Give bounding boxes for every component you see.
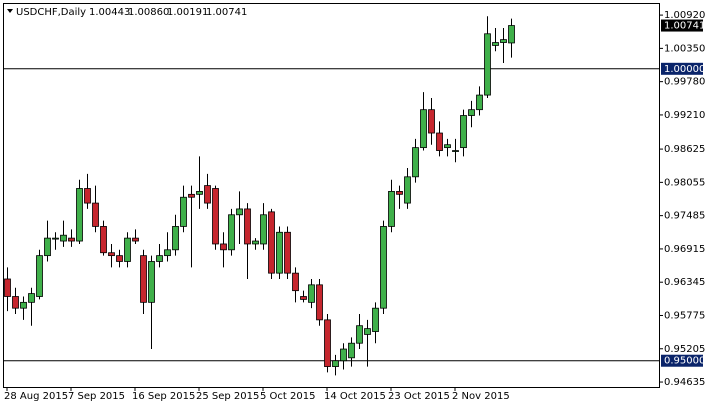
candle-body (356, 325, 363, 344)
candle-body (412, 147, 419, 178)
x-tick-label: 28 Aug 2015 (4, 391, 68, 402)
candle-body (132, 237, 139, 242)
x-tick-label: 5 Oct 2015 (260, 391, 315, 402)
hline-label: 0.95000 (664, 356, 705, 367)
candle-body (220, 243, 227, 251)
candle-body (188, 193, 195, 198)
candle-body (476, 94, 483, 111)
candle-body (300, 296, 307, 300)
x-tick-label: 16 Sep 2015 (132, 391, 195, 402)
candle-body (500, 39, 507, 43)
plot-frame (3, 3, 660, 388)
candle-body (396, 191, 403, 195)
candle-body (436, 132, 443, 151)
candle-body (172, 226, 179, 251)
candle-body (332, 360, 339, 367)
candle-body (260, 214, 267, 245)
candle-body (308, 284, 315, 303)
candle-body (452, 150, 459, 152)
candle-body (468, 109, 475, 116)
y-tick-label: 0.98625 (664, 144, 705, 155)
y-tick-label: 0.97485 (664, 211, 705, 222)
candle-body (100, 226, 107, 254)
candle-body (236, 208, 243, 216)
candle-body (60, 234, 67, 242)
candle-body (140, 255, 147, 303)
price-label-box (661, 62, 703, 75)
candle-body (44, 237, 51, 257)
candle-body (420, 109, 427, 149)
y-tick-label: 0.94635 (664, 377, 705, 388)
candle-body (444, 144, 451, 149)
candle-body (20, 301, 27, 309)
candle-body (108, 252, 115, 257)
candle-body (364, 328, 371, 335)
dropdown-arrow (7, 9, 13, 13)
candle-body (492, 42, 499, 46)
y-tick-label: 0.95205 (664, 344, 705, 355)
current-price-box (661, 19, 703, 32)
symbol-label: USDCHF,Daily (16, 7, 86, 18)
candle-body (268, 211, 275, 274)
candle-body (292, 272, 299, 292)
candle-body (324, 319, 331, 367)
candle-body (156, 255, 163, 262)
hline-label: 1.00000 (664, 64, 705, 75)
candle-body (484, 33, 491, 96)
x-tick-label: 7 Sep 2015 (68, 391, 125, 402)
candle-body (52, 237, 59, 240)
candle-body (28, 293, 35, 303)
y-tick-label: 0.99210 (664, 110, 705, 121)
candle-body (164, 249, 171, 257)
ohlc-open: 1.00443 (89, 7, 130, 18)
candle-body (212, 188, 219, 245)
candle-body (284, 231, 291, 274)
candle-body (84, 188, 91, 204)
candle-body (252, 240, 259, 245)
candle-body (148, 261, 155, 303)
candle-body (4, 278, 11, 297)
y-tick-label: 1.00350 (664, 43, 705, 54)
candle-body (340, 348, 347, 362)
candle-body (348, 342, 355, 359)
ohlc-low: 1.00191 (167, 7, 208, 18)
candle-body (204, 185, 211, 204)
candle-body (228, 214, 235, 251)
candle-body (244, 208, 251, 245)
y-tick-label: 0.98055 (664, 177, 705, 188)
candle-body (508, 25, 515, 44)
candle-body (316, 284, 323, 321)
candle-body (180, 196, 187, 227)
candle-body (404, 176, 411, 204)
candle-body (428, 109, 435, 134)
candle-body (36, 255, 43, 297)
ohlc-high: 1.00860 (128, 7, 169, 18)
y-tick-label: 1.00920 (664, 10, 705, 21)
y-tick-label: 0.95775 (664, 310, 705, 321)
ohlc-close: 1.00741 (206, 7, 247, 18)
x-tick-label: 23 Oct 2015 (388, 391, 450, 402)
candle-body (12, 296, 19, 309)
x-tick-label: 14 Oct 2015 (324, 391, 386, 402)
candle-body (116, 255, 123, 262)
price-label-box (661, 354, 703, 367)
candle-body (460, 115, 467, 149)
candle-body (196, 191, 203, 195)
candle-body (372, 307, 379, 332)
current-price-label: 1.00741 (664, 21, 705, 32)
x-tick-label: 25 Sep 2015 (196, 391, 259, 402)
x-tick-label: 2 Nov 2015 (452, 391, 510, 402)
candle-body (76, 188, 83, 242)
candle-body (68, 237, 75, 242)
candle-body (380, 226, 387, 309)
candle-body (124, 237, 131, 262)
y-tick-label: 0.96345 (664, 277, 705, 288)
y-tick-label: 0.96915 (664, 244, 705, 255)
candle-body (92, 202, 99, 227)
y-tick-label: 0.99780 (664, 77, 705, 88)
candle-body (276, 231, 283, 274)
candle-body (388, 191, 395, 227)
